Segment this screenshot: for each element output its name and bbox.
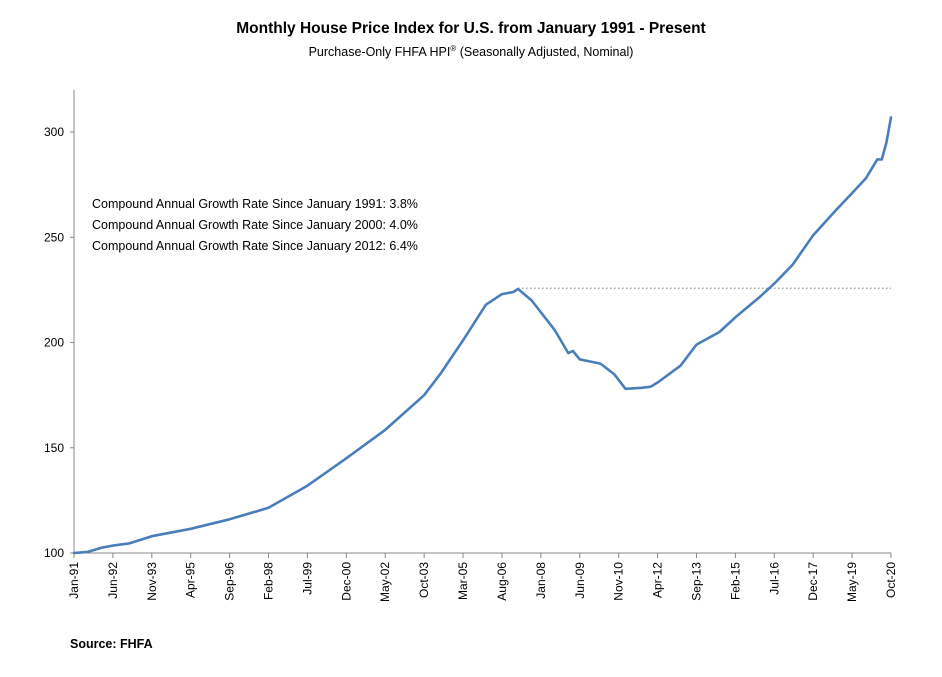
registered-mark: ® <box>450 44 457 53</box>
y-tick-label: 100 <box>44 546 64 560</box>
x-tick-label: Dec-00 <box>339 562 353 601</box>
y-tick-label: 150 <box>44 441 64 455</box>
y-tick-label: 250 <box>44 230 64 244</box>
x-tick-label: May-02 <box>378 562 392 602</box>
x-tick-label: Feb-15 <box>728 562 742 600</box>
chart-axes: 100 150 200 250 300 Jan-91 Jun-92 Nov-93 Apr-95 S… <box>44 90 898 602</box>
x-tick-label: Apr-12 <box>651 562 665 598</box>
y-tick-label: 300 <box>44 125 64 139</box>
x-tick-label: Feb-98 <box>262 562 276 600</box>
y-tick-label: 200 <box>44 336 64 350</box>
x-tick-label: Sep-13 <box>689 562 703 601</box>
hpi-series-line <box>72 116 893 555</box>
subtitle-main: Purchase-Only FHFA HPI <box>308 45 451 60</box>
x-tick-label: Apr-95 <box>184 562 198 598</box>
source-note: Source: FHFA <box>70 637 153 651</box>
cagr-annotation-2000: Compound Annual Growth Rate Since Januar… <box>92 218 418 232</box>
x-tick-label: Jan-08 <box>534 562 548 599</box>
chart-title: Monthly House Price Index for U.S. from … <box>236 20 706 37</box>
x-tick-label: Jun-09 <box>573 562 587 599</box>
cagr-annotation-1991: Compound Annual Growth Rate Since Januar… <box>92 197 418 211</box>
x-tick-label: Dec-17 <box>806 562 820 601</box>
x-tick-label: Sep-96 <box>223 562 237 601</box>
x-tick-label: May-19 <box>845 562 859 602</box>
subtitle-tail: (Seasonally Adjusted, Nominal) <box>456 45 634 60</box>
x-tick-label: Aug-06 <box>495 562 509 601</box>
x-tick-label: Jul-16 <box>767 562 781 595</box>
chart-subtitle: Purchase-Only FHFA HPI® (Seasonally Adju… <box>0 44 942 59</box>
x-tick-label: Nov-10 <box>612 562 626 601</box>
cagr-annotation-2012: Compound Annual Growth Rate Since Januar… <box>92 239 418 253</box>
x-tick-label: Jan-91 <box>67 562 81 599</box>
x-tick-label: Mar-05 <box>456 562 470 600</box>
series-group <box>72 116 893 555</box>
x-tick-label: Nov-93 <box>145 562 159 601</box>
x-tick-label: Jul-99 <box>300 562 314 595</box>
x-tick-label: Oct-03 <box>417 562 431 598</box>
annotations-group: Compound Annual Growth Rate Since Januar… <box>92 197 418 253</box>
x-tick-label: Jun-92 <box>106 562 120 599</box>
x-tick-label: Oct-20 <box>884 562 898 598</box>
